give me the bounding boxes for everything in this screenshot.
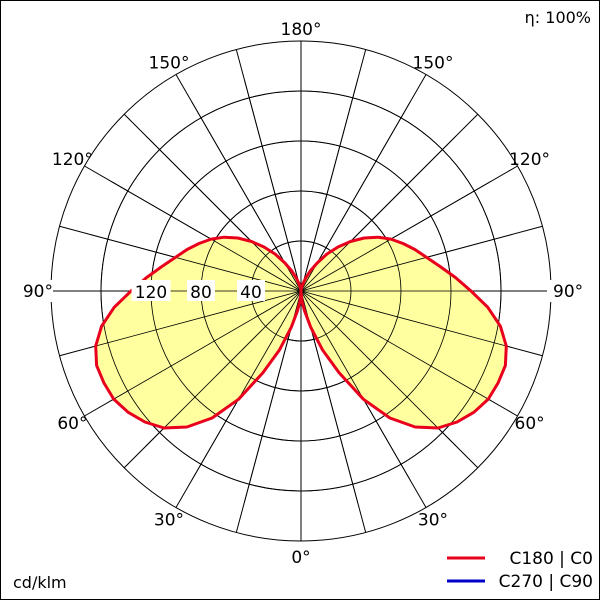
efficiency-label: η: 100% bbox=[525, 8, 591, 27]
radial-tick-labels: 40 80 120 bbox=[131, 280, 265, 303]
angle-label-30-left: 30° bbox=[154, 511, 184, 531]
angle-label-180-center: 180° bbox=[281, 20, 322, 40]
radial-label-bg-120 bbox=[131, 280, 171, 301]
radial-label-40: 40 bbox=[240, 283, 262, 303]
curve-fill-left bbox=[95, 237, 301, 428]
unit-label: cd/klm bbox=[13, 573, 67, 592]
legend-label-c270-c90: C270 | C90 bbox=[499, 572, 593, 592]
grid-overlay-spoke-285 bbox=[89, 290, 302, 349]
angle-label-90-right: 90° bbox=[553, 282, 583, 302]
grid-overlay-spoke-30 bbox=[300, 290, 411, 481]
radial-label-120: 120 bbox=[135, 283, 167, 303]
grid-overlay-spoke-135 bbox=[300, 136, 456, 292]
grid-overlay-spoke-105 bbox=[300, 233, 513, 292]
grid-overlay-spoke-60 bbox=[300, 290, 491, 401]
angle-label-150-left: 150° bbox=[149, 53, 190, 73]
grid-overlay-spoke-240 bbox=[111, 181, 302, 292]
curve-fill-right bbox=[301, 237, 507, 428]
legend-label-c180-c0: C180 | C0 bbox=[509, 549, 593, 569]
angle-label-60-left: 60° bbox=[57, 414, 87, 434]
angle-label-30-right: 30° bbox=[418, 511, 448, 531]
grid-overlay-spoke-75 bbox=[300, 290, 513, 349]
grid-overlay-spoke-225 bbox=[146, 136, 302, 292]
angle-label-150-right: 150° bbox=[413, 53, 454, 73]
grid-overlay-spoke-120 bbox=[300, 181, 491, 292]
angle-label-bg-left bbox=[11, 280, 53, 302]
grid-overlay-spoke-165 bbox=[300, 79, 359, 292]
angle-label-bg-right bbox=[547, 280, 589, 302]
grid-overlay-spoke-300 bbox=[111, 290, 302, 401]
grid-overlay-spoke-195 bbox=[243, 79, 302, 292]
grid-overlay-spoke-45 bbox=[300, 290, 456, 446]
angle-label-120-right: 120° bbox=[509, 150, 550, 170]
curve-line-c180-c0-left bbox=[94, 235, 303, 430]
radial-label-bg-40 bbox=[237, 280, 265, 301]
grid-overlay bbox=[82, 72, 520, 510]
radial-label-80: 80 bbox=[190, 283, 212, 303]
grid-overlay-spoke-255 bbox=[89, 233, 302, 292]
angle-label-60-right: 60° bbox=[515, 414, 545, 434]
angle-label-120-left: 120° bbox=[52, 150, 93, 170]
radial-label-bg-80 bbox=[187, 280, 215, 301]
angle-labels: 180° 150° 150° 120° 120° 90° 90° 60° 60° 30° 30° 0° bbox=[11, 20, 589, 568]
angle-label-0-center: 0° bbox=[291, 548, 310, 568]
legend: C180 | C0 C270 | C90 bbox=[447, 549, 593, 592]
grid-overlay-spoke-315 bbox=[146, 290, 302, 446]
angle-label-90-left: 90° bbox=[23, 282, 53, 302]
curve-line-c180-c0-right bbox=[299, 235, 508, 430]
grid-overlay-spoke-330 bbox=[191, 290, 302, 481]
